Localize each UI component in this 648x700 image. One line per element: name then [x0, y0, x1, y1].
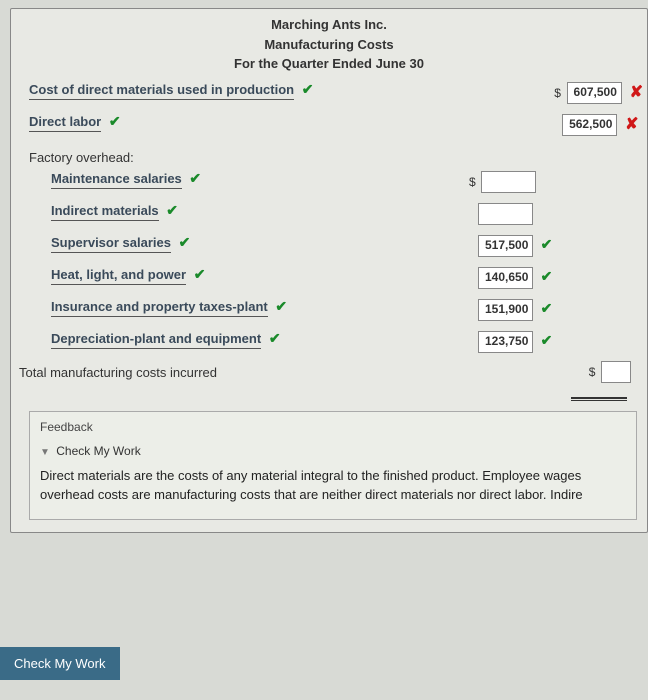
label-direct-materials[interactable]: Cost of direct materials used in product… [29, 80, 294, 100]
check-icon: ✔ [275, 298, 287, 314]
triangle-down-icon: ▼ [40, 447, 50, 458]
row-maintenance: Maintenance salaries ✔ $ [11, 169, 647, 201]
row-supervisor: Supervisor salaries ✔ 517,500 ✔ [11, 233, 647, 265]
input-maintenance-value[interactable] [481, 171, 536, 193]
cross-icon: ✘ [625, 84, 643, 101]
label-maintenance[interactable]: Maintenance salaries [51, 169, 182, 189]
check-icon: ✔ [194, 266, 206, 282]
check-my-work-toggle[interactable]: ▼ Check My Work [40, 444, 626, 458]
label-insurance[interactable]: Insurance and property taxes-plant [51, 297, 268, 317]
check-icon: ✔ [189, 170, 201, 186]
label-indirect[interactable]: Indirect materials [51, 201, 159, 221]
overhead-heading: Factory overhead: [11, 150, 647, 165]
check-icon: ✔ [541, 332, 553, 348]
row-direct-labor: Direct labor ✔ 562,500 ✘ [11, 112, 647, 144]
input-total-value[interactable] [601, 361, 631, 383]
company-name: Marching Ants Inc. [11, 15, 647, 35]
label-total: Total manufacturing costs incurred [11, 365, 217, 380]
row-depreciation: Depreciation-plant and equipment ✔ 123,7… [11, 329, 647, 361]
check-icon: ✔ [541, 268, 553, 284]
input-depreciation-value[interactable]: 123,750 [478, 331, 533, 353]
label-supervisor[interactable]: Supervisor salaries [51, 233, 171, 253]
report-title: Manufacturing Costs [11, 35, 647, 55]
row-heat: Heat, light, and power ✔ 140,650 ✔ [11, 265, 647, 297]
row-indirect: Indirect materials ✔ [11, 201, 647, 233]
label-direct-labor[interactable]: Direct labor [29, 112, 101, 132]
dollar-sign: $ [554, 86, 561, 100]
label-heat[interactable]: Heat, light, and power [51, 265, 186, 285]
check-icon: ✔ [541, 236, 553, 252]
report-period: For the Quarter Ended June 30 [11, 54, 647, 74]
row-direct-materials: Cost of direct materials used in product… [11, 80, 647, 112]
row-total: Total manufacturing costs incurred $ [11, 361, 647, 397]
toggle-label: Check My Work [56, 444, 140, 458]
report-header: Marching Ants Inc. Manufacturing Costs F… [11, 15, 647, 74]
input-supervisor-value[interactable]: 517,500 [478, 235, 533, 257]
row-insurance: Insurance and property taxes-plant ✔ 151… [11, 297, 647, 329]
input-direct-materials-value[interactable]: 607,500 [567, 82, 622, 104]
input-indirect-value[interactable] [478, 203, 533, 225]
label-depreciation[interactable]: Depreciation-plant and equipment [51, 329, 261, 349]
check-icon: ✔ [269, 330, 281, 346]
check-icon: ✔ [541, 300, 553, 316]
check-icon: ✔ [302, 81, 314, 97]
feedback-heading: Feedback [40, 420, 626, 434]
check-icon: ✔ [166, 202, 178, 218]
check-icon: ✔ [179, 234, 191, 250]
worksheet-panel: Marching Ants Inc. Manufacturing Costs F… [10, 8, 648, 533]
input-insurance-value[interactable]: 151,900 [478, 299, 533, 321]
feedback-box: Feedback ▼ Check My Work Direct material… [29, 411, 637, 520]
dollar-sign: $ [469, 175, 476, 189]
feedback-text: Direct materials are the costs of any ma… [40, 466, 626, 505]
dollar-sign: $ [589, 365, 596, 379]
double-underline [571, 397, 627, 401]
check-icon: ✔ [109, 113, 121, 129]
cross-icon: ✘ [621, 116, 643, 133]
input-direct-labor-value[interactable]: 562,500 [562, 114, 617, 136]
check-my-work-button[interactable]: Check My Work [0, 647, 120, 680]
input-heat-value[interactable]: 140,650 [478, 267, 533, 289]
